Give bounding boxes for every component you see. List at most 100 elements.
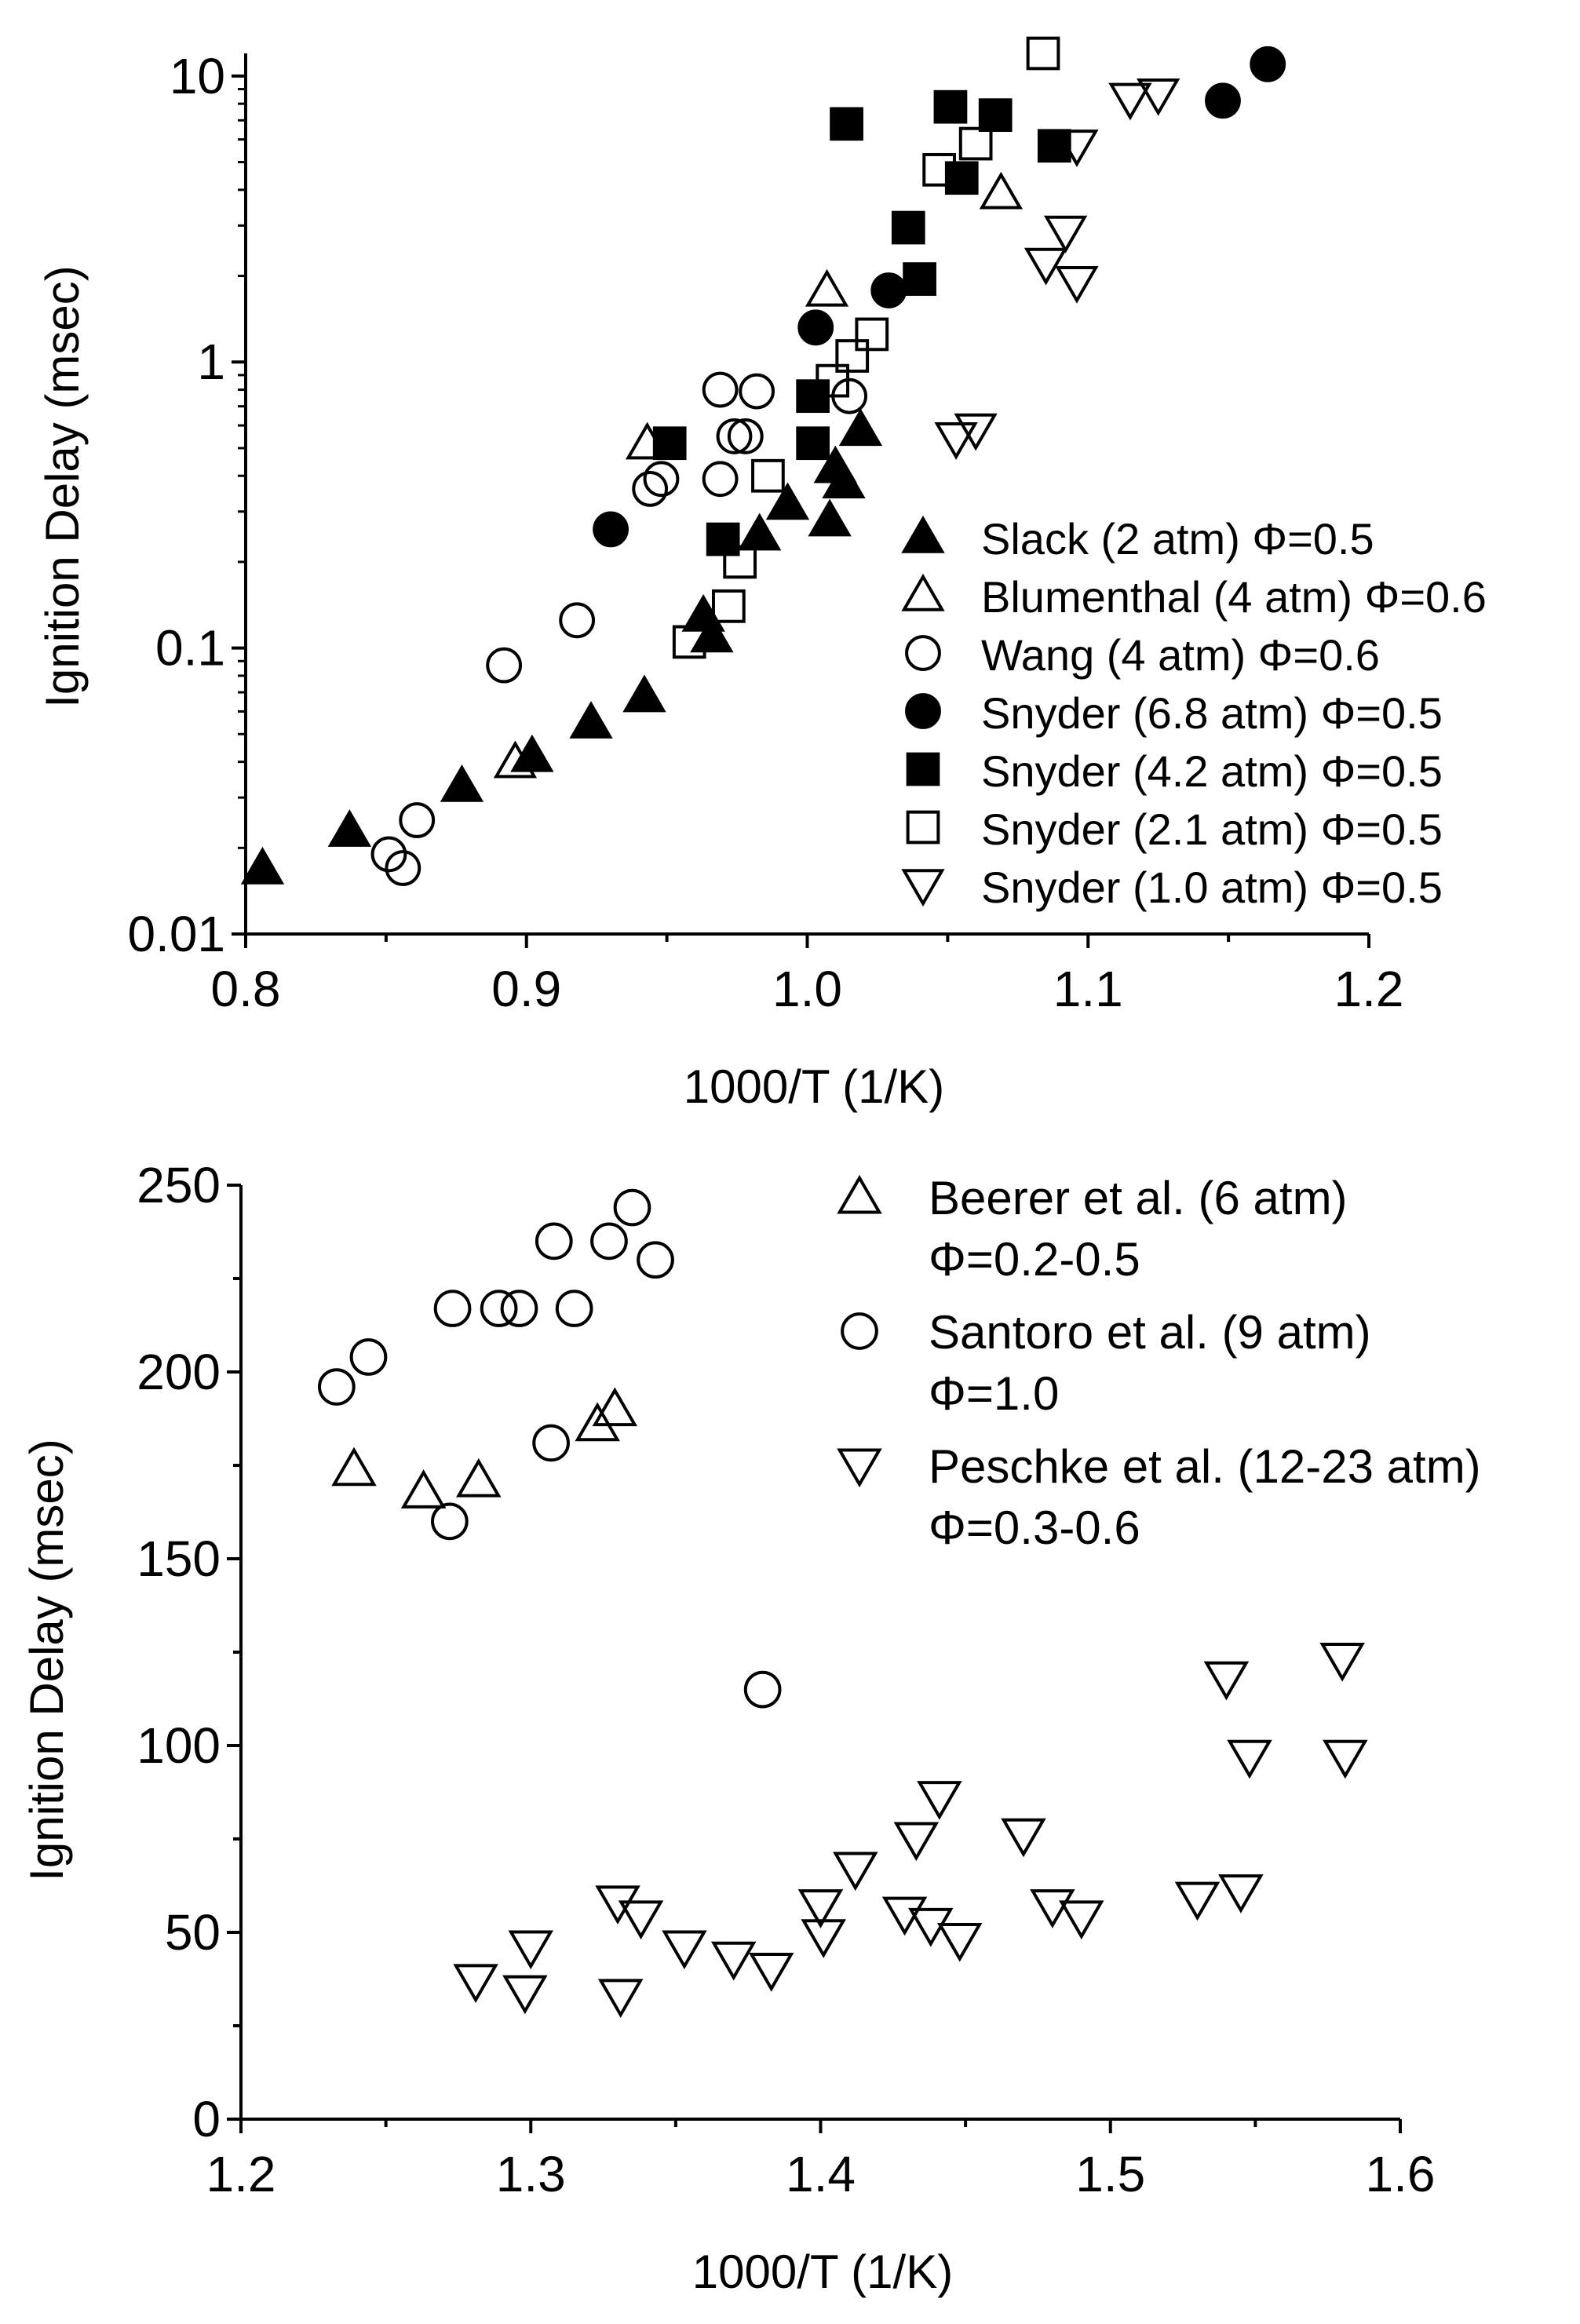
data-point: [400, 1469, 447, 1509]
data-point: [934, 422, 978, 460]
data-point: [331, 1447, 377, 1487]
data-point: [727, 418, 764, 454]
data-point: [690, 615, 734, 653]
series-wang-4-atm-0-6: [370, 371, 868, 886]
data-point: [1319, 1642, 1365, 1682]
top-y-tick-label: 1: [197, 334, 225, 390]
data-point: [318, 1368, 356, 1406]
data-point: [751, 458, 785, 493]
legend-marker-wang-4-atm-0-6: [905, 635, 941, 671]
series-snyder-2-1-atm-0-5: [672, 36, 1060, 659]
bottom-x-axis-title: 1000/T (1/K): [692, 2246, 953, 2298]
data-point: [716, 418, 753, 454]
data-point: [399, 802, 436, 838]
data-point: [797, 1889, 844, 1928]
data-point: [590, 1222, 628, 1261]
data-point: [893, 1822, 940, 1862]
legend-marker-slack-2-atm-0-5: [901, 515, 945, 553]
bottom-y-tick-label: 200: [137, 1344, 221, 1400]
data-point: [493, 740, 538, 779]
bottom-y-tick-label: 0: [192, 2091, 221, 2147]
top-y-axis-title: Ignition Delay (msec): [36, 265, 89, 708]
series-snyder-4-2-atm-0-5: [652, 89, 1071, 556]
data-point: [954, 413, 998, 451]
legend-label-slack: Slack (2 atm) Φ=0.5: [981, 514, 1374, 564]
data-point: [855, 317, 889, 352]
data-point: [808, 498, 852, 537]
legend-label-beerer-phi: Φ=0.2-0.5: [929, 1233, 1140, 1286]
data-point: [1055, 130, 1099, 167]
data-point: [830, 107, 863, 141]
data-point: [672, 625, 706, 659]
data-point: [944, 161, 979, 195]
data-point: [881, 1896, 928, 1936]
data-point: [1024, 247, 1068, 286]
legend-label-blumenthal: Blumenthal (4 atm) Φ=0.6: [981, 572, 1487, 622]
data-point: [979, 171, 1024, 210]
bottom-x-tick-label: 1.6: [1366, 2146, 1436, 2202]
bottom-chart-ticks: 1.2 1.3 1.4 1.5 1.6 0 50 100 150 200 250: [137, 1157, 1435, 2202]
legend-label-snyder-2-1: Snyder (2.1 atm) Φ=0.5: [981, 804, 1443, 854]
data-point: [1026, 36, 1060, 71]
top-chart-axes: [244, 53, 1369, 936]
data-point: [613, 1188, 651, 1227]
data-point: [456, 1458, 502, 1498]
data-point: [1043, 215, 1088, 254]
data-point: [738, 513, 782, 551]
data-point: [632, 471, 669, 507]
bottom-y-tick-label: 250: [137, 1157, 221, 1213]
legend-label-beerer: Beerer et al. (6 atm): [929, 1172, 1348, 1224]
data-point: [622, 674, 666, 713]
legend-label-wang: Wang (4 atm) Φ=0.6: [981, 630, 1380, 680]
top-chart-marks: [240, 36, 1286, 886]
data-point: [370, 836, 407, 873]
data-point: [833, 1852, 878, 1892]
data-point: [838, 408, 883, 447]
bottom-y-axis-title: Ignition Delay (msec): [20, 1439, 73, 1881]
top-x-tick-label: 0.8: [211, 961, 281, 1017]
top-x-tick-label: 1.2: [1334, 961, 1404, 1017]
data-point: [723, 545, 757, 579]
legend-label-snyder-4-2: Snyder (4.2 atm) Φ=0.5: [981, 746, 1443, 796]
data-point: [797, 309, 834, 346]
bottom-y-tick-label: 50: [165, 1904, 221, 1961]
data-point: [903, 262, 936, 296]
data-point: [1323, 1739, 1368, 1779]
data-point: [1137, 78, 1180, 116]
legend-label-snyder-6-8: Snyder (6.8 atm) Φ=0.5: [981, 688, 1443, 738]
data-point: [1037, 129, 1071, 163]
bottom-chart-legend: Beerer et al. (6 atm) Φ=0.2-0.5 Santoro …: [837, 1172, 1481, 1554]
data-point: [706, 522, 740, 556]
series-santoro-et-al-9-atm: [318, 1188, 782, 1709]
series-slack-2-atm-0-5: [240, 408, 883, 885]
data-point: [835, 339, 870, 373]
data-point: [1203, 1661, 1250, 1701]
bottom-chart: 1.2 1.3 1.4 1.5 1.6 0 50 100 150 200 250 1000/T (1…: [20, 1157, 1481, 2298]
legend-marker-snyder-4-2-atm-0-5: [906, 752, 940, 786]
series-blumenthal-4-atm-0-6: [493, 171, 1024, 779]
data-point: [662, 1930, 707, 1970]
data-point: [917, 1781, 962, 1820]
data-point: [711, 589, 746, 623]
top-y-tick-label: 10: [170, 48, 225, 104]
data-point: [431, 1502, 469, 1541]
data-point: [240, 846, 285, 885]
top-chart: 0.8 0.9 1.0 1.1 1.2 0.01 0.1 1 10 1000/T (1/K) I…: [36, 36, 1487, 1113]
data-point: [1108, 82, 1152, 121]
data-point: [327, 809, 372, 847]
series-beerer-et-al-6-atm: [331, 1387, 638, 1509]
data-point: [595, 1885, 640, 1925]
bottom-y-tick-label: 150: [137, 1530, 221, 1587]
data-point: [1250, 46, 1286, 82]
data-point: [1001, 1818, 1046, 1858]
data-point: [385, 850, 421, 886]
data-point: [592, 1387, 638, 1427]
data-point: [743, 1670, 782, 1709]
top-y-tick-label: 0.1: [155, 620, 225, 677]
legend-marker-beerer-et-al-6-atm: [837, 1174, 882, 1214]
data-point: [618, 1900, 664, 1940]
top-x-tick-label: 1.1: [1053, 961, 1123, 1017]
data-point: [637, 1241, 674, 1279]
data-point: [702, 371, 739, 408]
